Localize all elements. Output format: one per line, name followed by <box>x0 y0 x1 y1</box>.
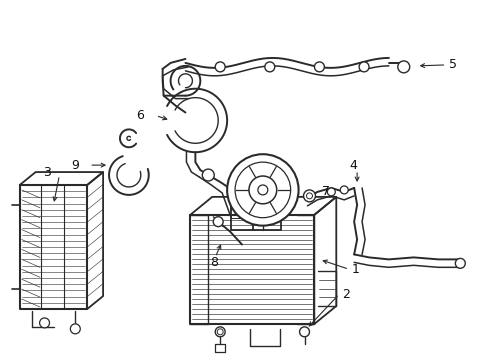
Circle shape <box>235 162 290 218</box>
Circle shape <box>264 62 274 72</box>
Text: 4: 4 <box>348 159 356 172</box>
Circle shape <box>70 324 80 334</box>
Circle shape <box>40 318 49 328</box>
Circle shape <box>306 193 312 199</box>
Text: 3: 3 <box>43 166 51 179</box>
Text: 5: 5 <box>448 58 456 71</box>
Circle shape <box>299 327 309 337</box>
Circle shape <box>257 185 267 195</box>
Circle shape <box>314 62 324 72</box>
Circle shape <box>202 169 214 181</box>
Circle shape <box>326 188 335 196</box>
Circle shape <box>340 186 347 194</box>
Circle shape <box>248 176 276 204</box>
Circle shape <box>226 154 298 226</box>
Circle shape <box>213 217 223 227</box>
Text: 6: 6 <box>136 109 143 122</box>
Circle shape <box>217 329 223 335</box>
Circle shape <box>215 327 224 337</box>
Circle shape <box>397 61 409 73</box>
Text: 8: 8 <box>210 256 218 269</box>
Circle shape <box>358 62 368 72</box>
Text: 9: 9 <box>71 159 79 172</box>
Circle shape <box>215 62 224 72</box>
Text: 1: 1 <box>351 263 359 276</box>
Text: 2: 2 <box>342 288 349 301</box>
Circle shape <box>454 258 464 268</box>
Text: 7: 7 <box>322 185 330 198</box>
Circle shape <box>303 190 315 202</box>
